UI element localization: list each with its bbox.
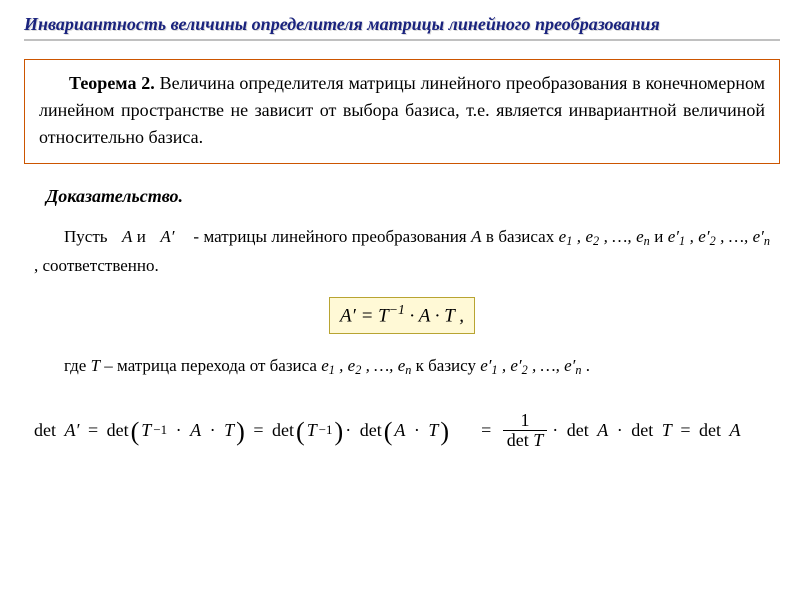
- f-T: T: [378, 305, 389, 326]
- formula-box: A′ = T−1 · A · T ,: [329, 297, 475, 335]
- det: det: [272, 420, 294, 441]
- dot: ·: [345, 420, 351, 441]
- det: det: [360, 420, 382, 441]
- basis-e: e1 , e2 , …, en: [559, 227, 650, 246]
- dot: ·: [210, 420, 216, 441]
- A: A: [729, 420, 740, 441]
- eq: =: [88, 420, 98, 441]
- page-title: Инвариантность величины определителя мат…: [24, 14, 780, 41]
- theorem-label: Теорема 2.: [69, 73, 155, 93]
- T: T: [662, 420, 672, 441]
- det: det: [34, 420, 56, 441]
- T: T: [224, 420, 234, 441]
- A: A: [394, 420, 405, 441]
- T: T: [428, 420, 438, 441]
- T: T: [141, 420, 151, 441]
- text: - матрицы линейного преобразования: [189, 227, 471, 246]
- f-A: A: [419, 305, 430, 326]
- det: det: [107, 420, 129, 441]
- Aprime: A′: [65, 420, 80, 441]
- det: det: [699, 420, 721, 441]
- eq: =: [253, 420, 263, 441]
- basis-e-2: e1 , e2 , …, en: [321, 356, 411, 375]
- sym-operator-A: A: [471, 227, 481, 246]
- eq: =: [481, 420, 491, 441]
- f-inv: −1: [389, 302, 405, 317]
- dot: ·: [552, 420, 558, 441]
- f-comma: ,: [454, 305, 464, 326]
- determinant-equation: det A′ = det(T−1 · A · T) = det(T−1)· de…: [34, 411, 770, 450]
- f-dot2: ·: [430, 305, 444, 326]
- text: где: [64, 356, 91, 375]
- det: det: [507, 430, 529, 450]
- A: A: [190, 420, 201, 441]
- A: A: [597, 420, 608, 441]
- proof-p1: Пусть A и A′ - матрицы линейного преобра…: [34, 223, 770, 279]
- proof-heading: Доказательство.: [46, 186, 780, 207]
- inv: −1: [153, 422, 167, 438]
- dot: ·: [617, 420, 623, 441]
- eq: =: [680, 420, 690, 441]
- sym-T: T: [91, 356, 100, 375]
- sym-A-prime: A′: [160, 227, 174, 246]
- T: T: [307, 420, 317, 441]
- numerator: 1: [517, 411, 534, 430]
- text: и: [137, 227, 151, 246]
- text: Пусть: [64, 227, 112, 246]
- basis-e-prime: e′1 , e′2 , …, e′n: [668, 227, 770, 246]
- text: , соответственно.: [34, 256, 159, 275]
- text: в базисах: [486, 227, 559, 246]
- dot: ·: [414, 420, 420, 441]
- f-T2: T: [444, 305, 454, 326]
- inv: −1: [319, 422, 333, 438]
- text: и: [654, 227, 668, 246]
- sym-A: A: [122, 227, 132, 246]
- f-Aprime: A′: [340, 305, 356, 326]
- dot: ·: [176, 420, 182, 441]
- fraction: 1 det T: [503, 411, 548, 450]
- basis-e-prime-2: e′1 , e′2 , …, e′n: [480, 356, 581, 375]
- proof-p2: где T – матрица перехода от базиса e1 , …: [34, 352, 770, 381]
- text: .: [586, 356, 590, 375]
- theorem-box: Теорема 2. Величина определителя матрицы…: [24, 59, 780, 164]
- f-dot: ·: [405, 305, 419, 326]
- det: det: [567, 420, 589, 441]
- T: T: [533, 430, 543, 450]
- text: к базису: [416, 356, 481, 375]
- f-eq: =: [356, 305, 378, 326]
- formula-row: A′ = T−1 · A · T ,: [24, 297, 780, 335]
- page-title-bar: Инвариантность величины определителя мат…: [24, 14, 780, 41]
- det: det: [631, 420, 653, 441]
- text: – матрица перехода от базиса: [100, 356, 321, 375]
